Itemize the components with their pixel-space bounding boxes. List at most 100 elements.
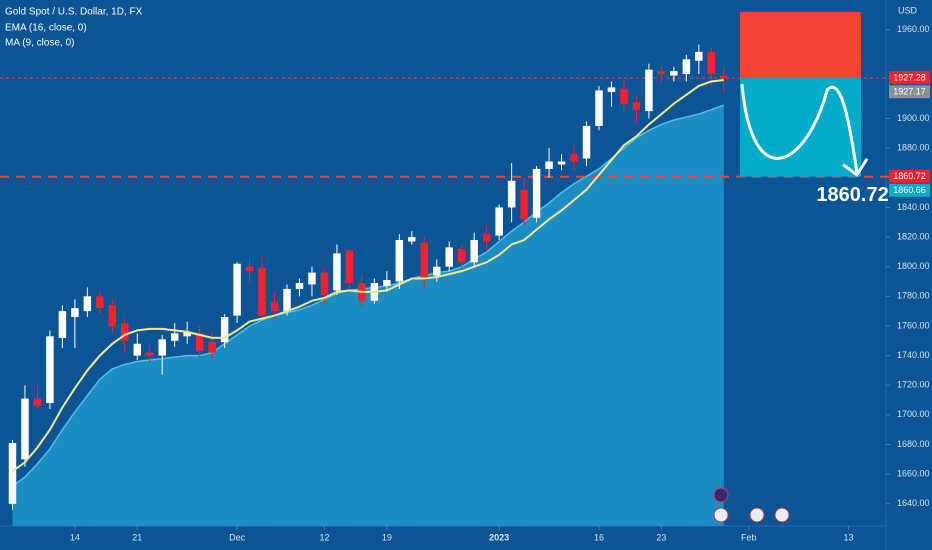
event-icons bbox=[713, 487, 790, 523]
candle-body bbox=[158, 339, 166, 356]
y-tick-label: 1780.00 bbox=[897, 291, 930, 301]
x-tick-label: 16 bbox=[594, 532, 604, 542]
candle-body bbox=[270, 302, 279, 312]
indicator-area-fill bbox=[12, 105, 724, 526]
price-label: 1927.28 bbox=[893, 72, 926, 82]
candle-body bbox=[233, 263, 241, 316]
candle-body bbox=[520, 189, 528, 220]
candle-body bbox=[532, 168, 541, 218]
candle-body bbox=[445, 247, 453, 267]
candle-body bbox=[320, 272, 329, 295]
candle-body bbox=[21, 398, 29, 460]
candle-body bbox=[582, 125, 591, 159]
candle-body bbox=[108, 305, 117, 326]
y-tick-label: 1720.00 bbox=[897, 380, 930, 390]
candle-body bbox=[420, 242, 429, 279]
currency-label: USD bbox=[898, 5, 918, 15]
candle-body bbox=[545, 161, 553, 169]
y-tick-label: 1660.00 bbox=[897, 469, 930, 479]
y-tick-label: 1800.00 bbox=[897, 261, 930, 271]
candle-body bbox=[433, 266, 441, 276]
y-tick-label: 1840.00 bbox=[897, 202, 930, 212]
candle-body bbox=[96, 296, 104, 309]
price-label: 1860.72 bbox=[893, 171, 926, 181]
candle-body bbox=[595, 90, 603, 126]
x-tick-label: 21 bbox=[132, 532, 142, 542]
candle-body bbox=[195, 333, 204, 352]
candle-body bbox=[470, 240, 478, 263]
candle-body bbox=[383, 280, 391, 286]
y-tick-label: 1640.00 bbox=[897, 498, 930, 508]
y-tick-label: 1900.00 bbox=[897, 113, 930, 123]
indicator-line bbox=[11, 79, 724, 472]
x-tick-label: Dec bbox=[229, 532, 246, 542]
indicator-legend: EMA (16, close, 0) bbox=[5, 23, 87, 34]
y-tick-label: 1680.00 bbox=[897, 439, 930, 449]
symbol-title: Gold Spot / U.S. Dollar, 1D, FX bbox=[5, 7, 143, 18]
candle-body bbox=[457, 248, 466, 263]
candle-body bbox=[632, 102, 641, 110]
candle-body bbox=[46, 336, 54, 404]
plot bbox=[0, 11, 896, 526]
candle-body bbox=[645, 69, 653, 112]
projection-arrowhead bbox=[842, 157, 869, 177]
event-icon bbox=[713, 487, 729, 503]
candle-body bbox=[146, 352, 154, 356]
candle-body bbox=[707, 51, 716, 75]
y-tick-label: 1960.00 bbox=[897, 24, 930, 34]
candle-body bbox=[258, 268, 266, 316]
x-tick-label: 14 bbox=[70, 532, 80, 542]
candle-body bbox=[170, 333, 179, 341]
candle-body bbox=[333, 253, 341, 291]
y-tick-label: 1740.00 bbox=[897, 350, 930, 360]
y-tick-label: 1820.00 bbox=[897, 231, 930, 241]
indicator-area-line bbox=[12, 104, 725, 487]
candle-body bbox=[71, 308, 79, 318]
x-tick-label: 12 bbox=[319, 532, 329, 542]
y-tick-label: 1760.00 bbox=[897, 320, 930, 330]
candle-body bbox=[695, 51, 703, 61]
price-label-box bbox=[889, 169, 930, 183]
candle-body bbox=[345, 250, 354, 284]
candle-body bbox=[208, 342, 216, 353]
x-tick-label: 23 bbox=[656, 532, 666, 542]
indicator-legend: MA (9, close, 0) bbox=[5, 38, 74, 49]
candle-body bbox=[58, 311, 67, 338]
x-tick-label: 13 bbox=[844, 532, 854, 542]
price-label-box bbox=[889, 85, 930, 99]
event-icon bbox=[713, 507, 729, 523]
candle-body bbox=[495, 207, 503, 236]
candle-body bbox=[682, 59, 691, 75]
x-tick-label: 2023 bbox=[489, 532, 509, 542]
price-label-box bbox=[889, 71, 930, 85]
candle-body bbox=[83, 296, 92, 312]
candle-body bbox=[220, 317, 229, 343]
candle-body bbox=[482, 234, 491, 242]
candle-body bbox=[133, 343, 142, 356]
candle-body bbox=[245, 266, 254, 272]
event-icon bbox=[749, 507, 765, 523]
candle-body bbox=[408, 237, 416, 242]
stop-zone bbox=[739, 11, 862, 79]
candle-body bbox=[183, 331, 191, 337]
candle-body bbox=[295, 283, 304, 289]
candle-body bbox=[720, 75, 728, 79]
price-label-box bbox=[889, 183, 930, 197]
projection-curve bbox=[740, 83, 859, 173]
candle-body bbox=[570, 154, 578, 162]
candle-body bbox=[607, 87, 616, 92]
candle-body bbox=[33, 398, 42, 406]
target-zone bbox=[739, 78, 862, 177]
candle-body bbox=[8, 443, 17, 504]
price-label: 1927.17 bbox=[893, 87, 926, 97]
x-tick-label: 19 bbox=[382, 532, 392, 542]
candle-body bbox=[557, 161, 566, 165]
candle-body bbox=[670, 71, 678, 76]
candle-body bbox=[121, 323, 129, 341]
candle-body bbox=[620, 88, 628, 104]
candle-body bbox=[657, 71, 666, 75]
target-annotation: 1860.72 bbox=[816, 184, 888, 206]
y-tick-label: 1880.00 bbox=[897, 143, 930, 153]
candle-body bbox=[283, 288, 291, 312]
